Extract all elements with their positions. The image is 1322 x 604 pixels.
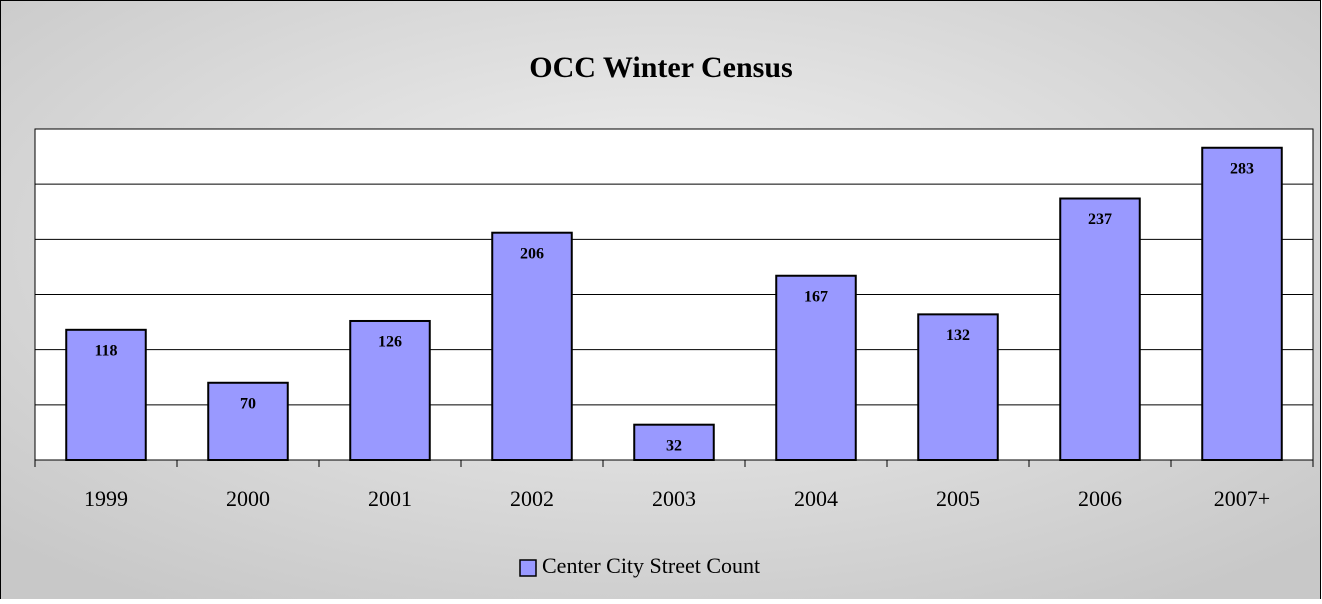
bar bbox=[633, 423, 715, 461]
bar bbox=[491, 231, 573, 461]
bar bbox=[775, 274, 857, 462]
x-tick-label: 2000 bbox=[226, 486, 270, 511]
bar bbox=[917, 313, 999, 461]
x-tick-label: 2001 bbox=[368, 486, 412, 511]
legend-label: Center City Street Count bbox=[542, 553, 760, 578]
data-label: 126 bbox=[378, 334, 402, 351]
bar bbox=[207, 381, 289, 461]
data-label: 237 bbox=[1088, 211, 1112, 228]
bar bbox=[1059, 197, 1141, 461]
data-label: 206 bbox=[520, 245, 544, 262]
x-tick-label: 2003 bbox=[652, 486, 696, 511]
bar bbox=[349, 319, 431, 462]
x-tick-label: 2004 bbox=[794, 486, 838, 511]
x-tick-label: 1999 bbox=[84, 486, 128, 511]
bar bbox=[1201, 146, 1283, 462]
x-tick-label: 2006 bbox=[1078, 486, 1122, 511]
bar bbox=[65, 328, 147, 461]
x-tick-label: 2007+ bbox=[1214, 486, 1270, 511]
legend-swatch bbox=[519, 559, 537, 577]
data-label: 32 bbox=[666, 437, 682, 454]
x-tick-label: 2002 bbox=[510, 486, 554, 511]
data-label: 118 bbox=[94, 342, 117, 359]
data-label: 283 bbox=[1230, 160, 1254, 177]
data-label: 132 bbox=[946, 327, 970, 344]
data-label: 70 bbox=[240, 395, 256, 412]
x-tick-label: 2005 bbox=[936, 486, 980, 511]
data-label: 167 bbox=[804, 288, 828, 305]
chart-title: OCC Winter Census bbox=[529, 51, 792, 84]
